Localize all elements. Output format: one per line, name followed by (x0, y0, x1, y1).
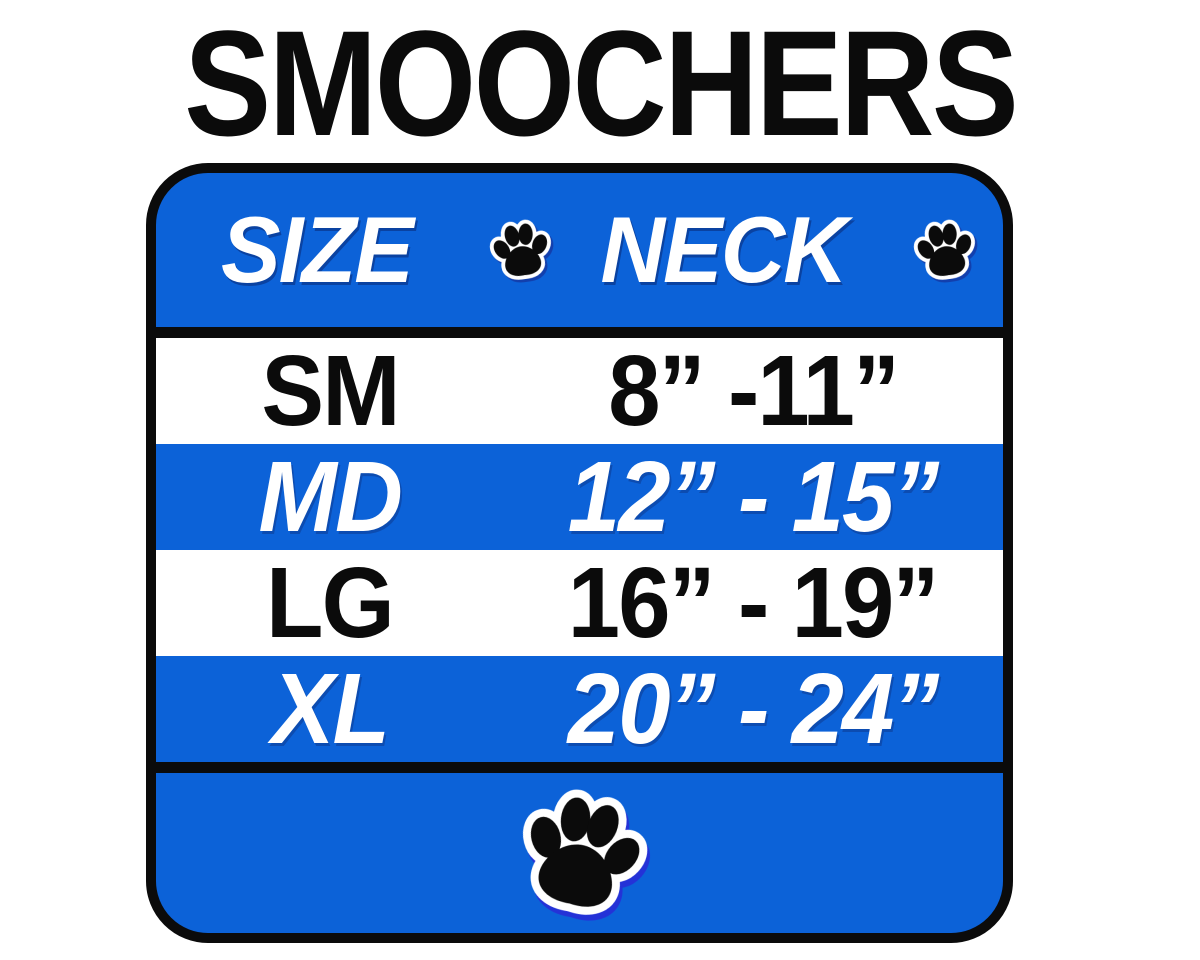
header-paw-cell-2 (884, 215, 1003, 285)
size-cell: MD (156, 447, 503, 547)
card-footer (156, 773, 1003, 933)
header-neck-label: NECK (600, 197, 848, 302)
size-value: MD (258, 441, 402, 553)
neck-cell: 8” -11” (503, 341, 1003, 441)
size-value: LG (266, 547, 395, 659)
size-value: XL (271, 653, 389, 765)
size-cell: LG (156, 553, 503, 653)
paw-icon (490, 764, 668, 940)
neck-cell: 20” - 24” (503, 659, 1003, 759)
table-row-sm: SM 8” -11” (156, 338, 1003, 444)
size-cell: XL (156, 659, 503, 759)
size-value: SM (261, 335, 400, 447)
paw-icon (903, 210, 984, 289)
header-neck-cell: NECK (563, 196, 885, 304)
header-paw-cell-1 (478, 215, 563, 285)
page-title: SMOOCHERS (183, 0, 1019, 167)
size-cell: SM (156, 341, 503, 441)
paw-icon (480, 210, 561, 289)
table-row-xl: XL 20” - 24” (156, 656, 1003, 762)
table-row-md: MD 12” - 15” (156, 444, 1003, 550)
size-chart-header: SIZE NECK (156, 173, 1003, 327)
header-size-cell: SIZE (156, 196, 478, 304)
neck-cell: 12” - 15” (503, 447, 1003, 547)
neck-value: 12” - 15” (568, 441, 940, 553)
neck-value: 8” -11” (608, 335, 900, 447)
neck-cell: 16” - 19” (503, 553, 1003, 653)
footer-divider (156, 762, 1003, 773)
size-chart-card: SIZE NECK SM 8” -11” MD 12” - 15” LG (146, 163, 1013, 943)
table-row-lg: LG 16” - 19” (156, 550, 1003, 656)
neck-value: 16” - 19” (568, 547, 940, 659)
header-size-label: SIZE (221, 197, 414, 302)
neck-value: 20” - 24” (568, 653, 940, 765)
page-title-area: SMOOCHERS (0, 0, 1200, 166)
header-divider (156, 327, 1003, 338)
